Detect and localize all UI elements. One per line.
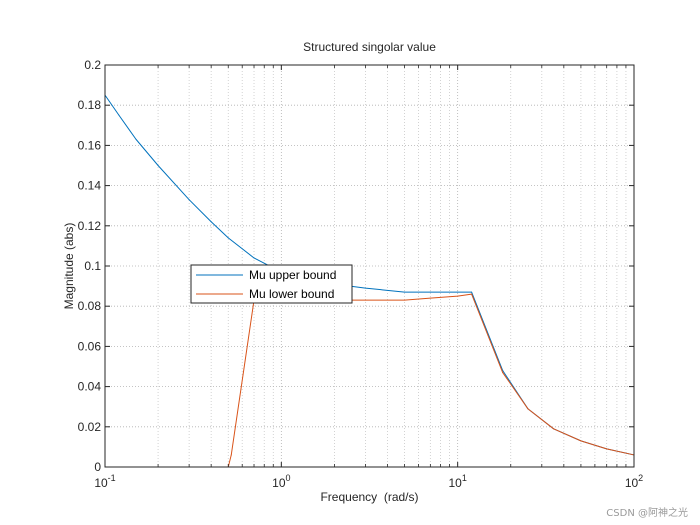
data-point-series-0 — [457, 291, 459, 293]
y-tick-label: 0.04 — [78, 380, 102, 394]
y-tick-label: 0.14 — [78, 179, 102, 193]
legend-box — [190, 264, 353, 304]
x-tick-label: 100 — [272, 473, 290, 490]
y-tick-label: 0 — [94, 460, 101, 474]
data-point-series-1 — [553, 428, 555, 430]
legend-label-lower: Mu lower bound — [249, 287, 334, 301]
data-point-series-1 — [606, 448, 608, 450]
data-point-series-0 — [404, 291, 406, 293]
data-point-series-0 — [253, 257, 255, 259]
legend-label-upper: Mu upper bound — [249, 268, 336, 282]
y-tick-labels: 0 0.02 0.04 0.06 0.08 0.1 0.12 0.14 0.16 0.18 0.2 — [78, 58, 102, 474]
data-point-series-1 — [364, 299, 366, 301]
data-point-series-1 — [429, 297, 431, 299]
y-tick-label: 0.08 — [78, 299, 102, 313]
data-point-series-1 — [502, 372, 504, 374]
tick-marks — [104, 64, 635, 468]
x-tick-label: 102 — [625, 473, 643, 490]
data-point-series-1 — [527, 408, 529, 410]
data-point-series-0 — [157, 165, 159, 166]
data-point-series-1 — [471, 293, 473, 295]
data-point-series-1 — [404, 299, 406, 301]
y-tick-label: 0.2 — [84, 58, 101, 72]
x-tick-label: 10-1 — [94, 473, 115, 490]
legend: Mu upper bound Mu lower bound — [190, 264, 353, 304]
data-point-series-0 — [364, 287, 366, 289]
data-point-series-0 — [210, 221, 212, 223]
data-point-series-0 — [227, 237, 229, 239]
grid-lines — [105, 65, 634, 467]
x-tick-label: 101 — [448, 473, 466, 490]
data-point-series-1 — [230, 454, 232, 456]
data-point-series-1 — [580, 440, 582, 442]
data-point-series-0 — [118, 114, 120, 116]
data-point-series-0 — [429, 291, 431, 293]
x-axis-label: Frequency (rad/s) — [320, 490, 418, 504]
data-point-series-0 — [135, 138, 137, 140]
data-point-series-0 — [188, 199, 190, 201]
series-line-1 — [105, 293, 635, 468]
x-tick-labels: 10-1 100 101 102 — [94, 473, 643, 490]
y-tick-label: 0.1 — [84, 259, 101, 273]
y-axis-label: Magnitude (abs) — [62, 223, 76, 310]
chart-title: Structured singolar value — [303, 40, 436, 54]
series-line-0 — [104, 94, 635, 456]
y-tick-label: 0.06 — [78, 339, 102, 353]
data-point-series-1 — [457, 295, 459, 297]
y-tick-label: 0.12 — [78, 219, 102, 233]
y-tick-label: 0.18 — [78, 98, 102, 112]
y-tick-label: 0.16 — [78, 138, 102, 152]
data-point-series-0 — [471, 291, 473, 293]
series-layer — [104, 94, 635, 468]
watermark: CSDN @阿神之光 — [606, 508, 688, 519]
y-tick-label: 0.02 — [78, 420, 102, 434]
